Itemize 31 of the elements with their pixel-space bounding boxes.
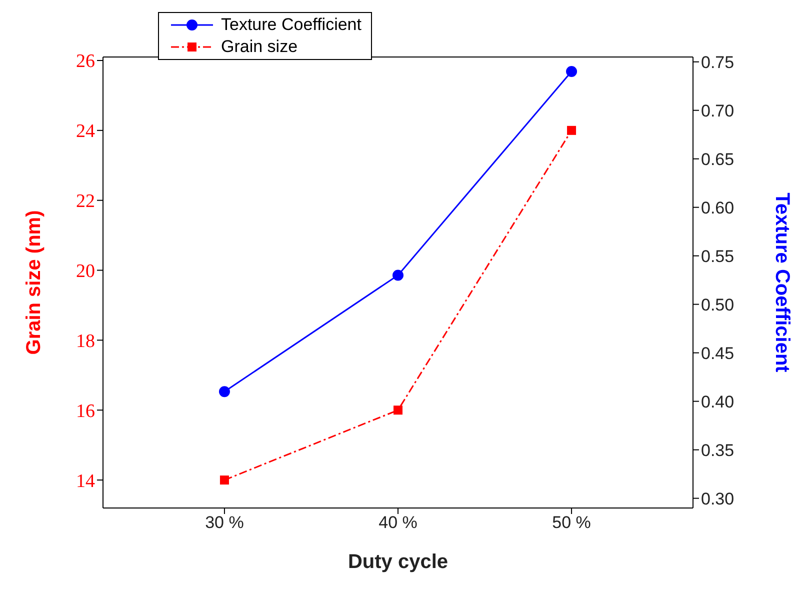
- y2-tick-label: 0.55: [701, 246, 734, 266]
- y-tick-label: 16: [76, 400, 95, 422]
- legend-label: Grain size: [221, 37, 298, 57]
- y2-tick-label: 0.45: [701, 344, 734, 363]
- y-tick-label: 18: [76, 330, 95, 352]
- point: [566, 66, 578, 78]
- y-tick-label: 20: [76, 261, 95, 282]
- y2-tick-label: 0.65: [701, 150, 734, 169]
- x-axis-title: Duty cycle: [348, 551, 448, 573]
- y2-tick-label: 0.50: [701, 295, 734, 314]
- y2-axis-title: Texture Coefficient: [770, 192, 793, 373]
- legend-label: Texture Coefficient: [221, 15, 362, 35]
- x-tick-label: 40 %: [378, 513, 418, 532]
- y-tick-label: 22: [76, 191, 95, 212]
- x-tick-label: 30 %: [205, 513, 244, 532]
- point: [394, 406, 402, 415]
- y2-tick-label: 0.60: [701, 198, 734, 218]
- y-tick-label: 24: [76, 121, 96, 142]
- point: [218, 386, 230, 398]
- y2-tick-label: 0.70: [701, 101, 734, 120]
- y-axis-title: Grain size (nm): [23, 210, 46, 355]
- y-tick-label: 14: [76, 470, 96, 492]
- y2-tick-label: 0.30: [701, 489, 734, 508]
- y2-tick-label: 0.75: [701, 52, 734, 72]
- y-tick-label: 26: [76, 51, 95, 72]
- y2-tick-label: 0.40: [701, 392, 734, 412]
- y2-tick-label: 0.35: [701, 440, 734, 460]
- point: [392, 270, 404, 281]
- point: [567, 126, 576, 135]
- x-tick-label: 50 %: [552, 513, 591, 532]
- point: [220, 476, 229, 485]
